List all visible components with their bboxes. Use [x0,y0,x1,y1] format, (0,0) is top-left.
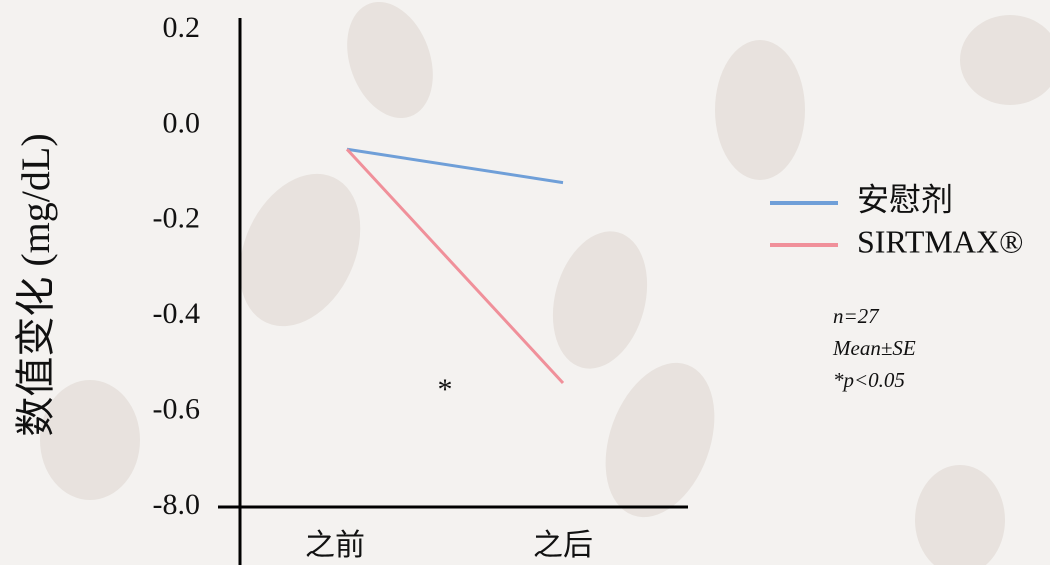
note: *p<0.05 [833,368,905,392]
y-tick-label: 0.2 [163,11,201,44]
y-tick-label: -0.4 [153,297,201,330]
y-axis-label: 数值变化 (mg/dL) [13,133,58,436]
background-beans [40,1,1050,565]
y-tick-label: -0.2 [153,202,201,235]
x-tick-label: 之后 [533,529,593,562]
y-tick-label: -8.0 [153,488,201,521]
y-tick-label: -0.6 [153,392,201,425]
significance-marker: * [438,373,453,406]
note: n=27 [833,304,880,328]
note: Mean±SE [832,336,916,360]
data-line [346,147,564,185]
legend-label: 安慰剂 [857,181,953,217]
data-line [345,148,565,384]
x-tick-label: 之前 [305,529,365,562]
y-tick-label: 0.0 [163,106,201,139]
legend-label: SIRTMAX® [857,223,1023,259]
